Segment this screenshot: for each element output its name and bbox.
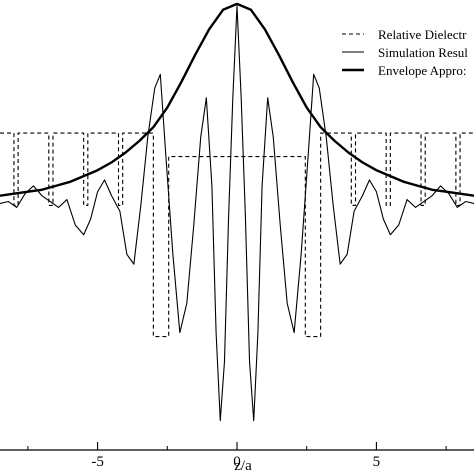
series-line-2 <box>0 5 474 422</box>
x-tick-label: 0 <box>233 454 241 470</box>
series-layer <box>0 2 474 422</box>
series-line-1 <box>0 132 474 338</box>
series-line-3 <box>0 2 474 197</box>
x-tick-label: -5 <box>91 454 104 470</box>
legend: Relative Dielectr Simulation Resul Envelop… <box>342 27 468 78</box>
legend-label-3: Envelope Appro: <box>378 63 466 78</box>
x-axis-label: z/a <box>234 458 252 474</box>
x-tick-label: 5 <box>373 454 381 470</box>
axes-layer: -5 0 5 <box>0 442 474 470</box>
legend-label-2: Simulation Resul <box>378 45 468 60</box>
legend-label-1: Relative Dielectr <box>378 27 467 42</box>
